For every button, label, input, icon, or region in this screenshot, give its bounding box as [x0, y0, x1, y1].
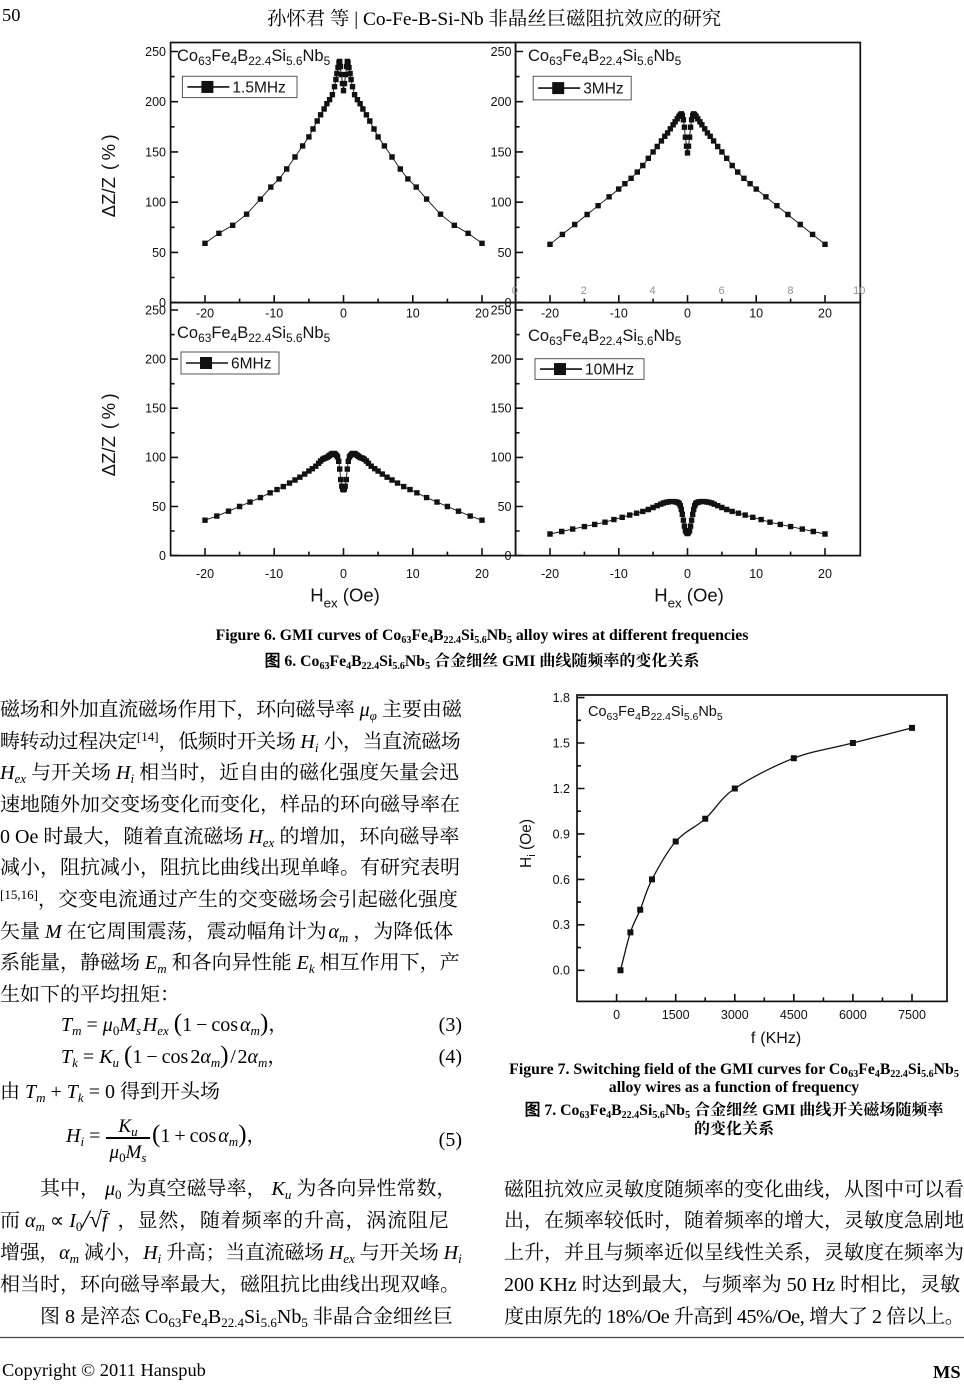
svg-text:10: 10 [853, 285, 865, 297]
svg-text:100: 100 [145, 451, 166, 465]
svg-text:0: 0 [613, 1008, 620, 1022]
svg-text:0.6: 0.6 [553, 873, 570, 887]
svg-text:200: 200 [491, 353, 512, 367]
svg-text:0: 0 [340, 307, 347, 321]
svg-text:Co63Fe4B22.4Si5.6Nb5: Co63Fe4B22.4Si5.6Nb5 [177, 324, 331, 345]
svg-text:ΔZ/Z(%): ΔZ/Z(%) [98, 390, 119, 476]
svg-text:Co63Fe4B22.4Si5.6Nb5: Co63Fe4B22.4Si5.6Nb5 [528, 327, 682, 348]
svg-text:-10: -10 [610, 567, 628, 581]
svg-text:50: 50 [498, 246, 512, 260]
svg-text:50: 50 [152, 246, 166, 260]
svg-text:0: 0 [505, 296, 512, 310]
svg-text:Co63Fe4B22.4Si5.6Nb5: Co63Fe4B22.4Si5.6Nb5 [528, 47, 682, 68]
svg-text:8: 8 [787, 285, 793, 297]
svg-text:20: 20 [818, 567, 832, 581]
svg-text:20: 20 [475, 567, 489, 581]
svg-text:0: 0 [159, 549, 166, 563]
svg-text:50: 50 [152, 500, 166, 514]
svg-text:-20: -20 [196, 307, 214, 321]
svg-text:200: 200 [491, 95, 512, 109]
svg-text:150: 150 [491, 145, 512, 159]
svg-text:10: 10 [749, 567, 763, 581]
svg-text:100: 100 [491, 196, 512, 210]
svg-text:100: 100 [145, 196, 166, 210]
svg-text:250: 250 [491, 45, 512, 59]
svg-text:-10: -10 [610, 307, 628, 321]
svg-text:ΔZ/Z(%): ΔZ/Z(%) [98, 131, 119, 217]
svg-text:-10: -10 [265, 567, 283, 581]
svg-text:150: 150 [145, 145, 166, 159]
svg-text:50: 50 [498, 500, 512, 514]
svg-text:250: 250 [145, 45, 166, 59]
svg-text:10: 10 [406, 567, 420, 581]
svg-text:0: 0 [512, 285, 518, 297]
svg-text:1.5: 1.5 [553, 736, 570, 750]
svg-text:-20: -20 [541, 307, 559, 321]
svg-text:4: 4 [650, 285, 656, 297]
svg-text:1.8: 1.8 [553, 691, 570, 705]
svg-text:-20: -20 [541, 567, 559, 581]
svg-text:4500: 4500 [780, 1008, 808, 1022]
svg-text:6000: 6000 [839, 1008, 867, 1022]
svg-text:f(KHz): f (KHz) [751, 1030, 801, 1047]
svg-text:10: 10 [406, 307, 420, 321]
svg-text:100: 100 [491, 451, 512, 465]
svg-text:6: 6 [718, 285, 724, 297]
svg-text:2: 2 [581, 285, 587, 297]
svg-text:250: 250 [491, 303, 512, 317]
svg-text:0.0: 0.0 [553, 964, 570, 978]
svg-text:-10: -10 [265, 307, 283, 321]
svg-text:Hex (Oe): Hex (Oe) [310, 585, 380, 611]
svg-text:0: 0 [684, 307, 691, 321]
svg-text:1.5MHz: 1.5MHz [232, 80, 285, 97]
svg-text:20: 20 [818, 307, 832, 321]
svg-text:150: 150 [491, 402, 512, 416]
svg-text:150: 150 [145, 402, 166, 416]
svg-text:250: 250 [145, 303, 166, 317]
svg-text:Co63Fe4B22.4Si5.6Nb5: Co63Fe4B22.4Si5.6Nb5 [177, 47, 331, 68]
svg-text:Co63Fe4B22.4Si5.6Nb5: Co63Fe4B22.4Si5.6Nb5 [588, 704, 723, 723]
svg-text:10MHz: 10MHz [585, 362, 634, 379]
svg-text:7500: 7500 [898, 1008, 926, 1022]
svg-text:Hex (Oe): Hex (Oe) [654, 585, 724, 611]
svg-text:0: 0 [159, 296, 166, 310]
svg-text:1.2: 1.2 [553, 782, 570, 796]
svg-text:6MHz: 6MHz [231, 356, 271, 373]
svg-text:200: 200 [145, 353, 166, 367]
svg-text:3000: 3000 [721, 1008, 749, 1022]
svg-text:20: 20 [475, 307, 489, 321]
svg-text:1500: 1500 [662, 1008, 690, 1022]
svg-text:0.9: 0.9 [553, 827, 570, 841]
svg-text:0.3: 0.3 [553, 918, 570, 932]
svg-text:-20: -20 [196, 567, 214, 581]
svg-text:0: 0 [684, 567, 691, 581]
svg-text:Hi (Oe): Hi (Oe) [518, 819, 538, 868]
svg-text:0: 0 [505, 549, 512, 563]
svg-text:0: 0 [340, 567, 347, 581]
svg-text:200: 200 [145, 95, 166, 109]
svg-text:10: 10 [749, 307, 763, 321]
svg-text:3MHz: 3MHz [583, 81, 623, 98]
